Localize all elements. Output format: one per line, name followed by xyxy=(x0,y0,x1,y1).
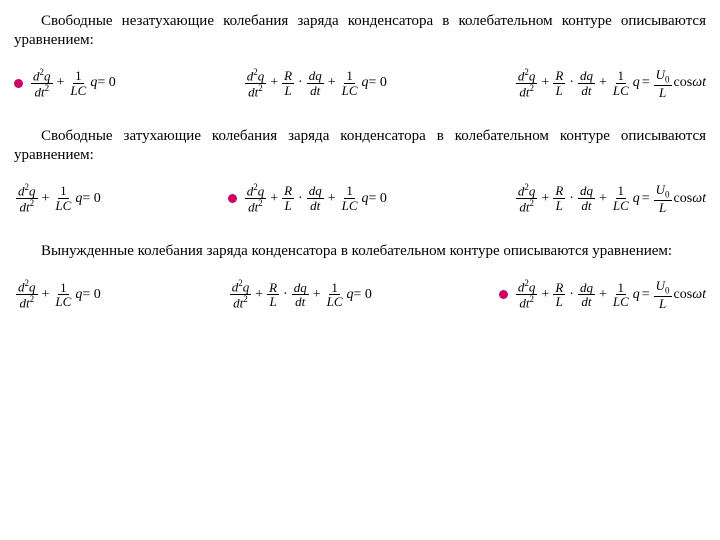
paragraph-1: Свободные незатухающие колебания заряда … xyxy=(14,12,706,50)
paragraph-3: Вынужденные колебания заряда конденсатор… xyxy=(14,242,706,261)
bullet-icon xyxy=(499,290,508,299)
eq-row3-option2: d2qdt2 + RL · dqdt + 1LC q = 0 xyxy=(228,279,372,310)
eq-row1-option1: d2qdt2 + 1LC q = 0 xyxy=(14,68,116,99)
equation-C: d2qdt2 + RL · dqdt + 1LC q = U0L cosωt xyxy=(514,68,706,100)
equation-C: d2qdt2 + RL · dqdt + 1LC q = U0L cosωt xyxy=(514,183,706,215)
equation-B: d2qdt2 + RL · dqdt + 1LC q = 0 xyxy=(243,183,387,214)
equation-B: d2qdt2 + RL · dqdt + 1LC q = 0 xyxy=(228,279,372,310)
bullet-icon xyxy=(14,79,23,88)
equation-row-3: d2qdt2 + 1LC q = 0 d2qdt2 + RL · dqdt + … xyxy=(14,279,706,311)
paragraph-2: Свободные затухающие колебания заряда ко… xyxy=(14,127,706,165)
equation-B: d2qdt2 + RL · dqdt + 1LC q = 0 xyxy=(243,68,387,99)
eq-row2-option1: d2qdt2 + 1LC q = 0 xyxy=(14,183,101,214)
equation-A: d2qdt2 + 1LC q = 0 xyxy=(29,68,116,99)
equation-A: d2qdt2 + 1LC q = 0 xyxy=(14,183,101,214)
eq-row2-option2: d2qdt2 + RL · dqdt + 1LC q = 0 xyxy=(228,183,387,214)
equation-C: d2qdt2 + RL · dqdt + 1LC q = U0L cosωt xyxy=(514,279,706,311)
equation-A: d2qdt2 + 1LC q = 0 xyxy=(14,279,101,310)
bullet-icon xyxy=(228,194,237,203)
eq-row1-option2: d2qdt2 + RL · dqdt + 1LC q = 0 xyxy=(243,68,387,99)
eq-row3-option3: d2qdt2 + RL · dqdt + 1LC q = U0L cosωt xyxy=(499,279,706,311)
eq-row2-option3: d2qdt2 + RL · dqdt + 1LC q = U0L cosωt xyxy=(514,183,706,215)
equation-row-1: d2qdt2 + 1LC q = 0 d2qdt2 + RL · dqdt + … xyxy=(14,68,706,100)
eq-row3-option1: d2qdt2 + 1LC q = 0 xyxy=(14,279,101,310)
equation-row-2: d2qdt2 + 1LC q = 0 d2qdt2 + RL · dqdt + … xyxy=(14,183,706,215)
eq-row1-option3: d2qdt2 + RL · dqdt + 1LC q = U0L cosωt xyxy=(514,68,706,100)
